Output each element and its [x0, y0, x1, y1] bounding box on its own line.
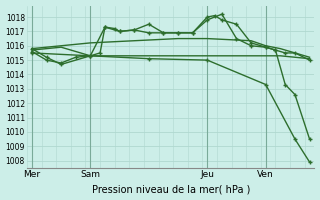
- X-axis label: Pression niveau de la mer( hPa ): Pression niveau de la mer( hPa ): [92, 184, 250, 194]
